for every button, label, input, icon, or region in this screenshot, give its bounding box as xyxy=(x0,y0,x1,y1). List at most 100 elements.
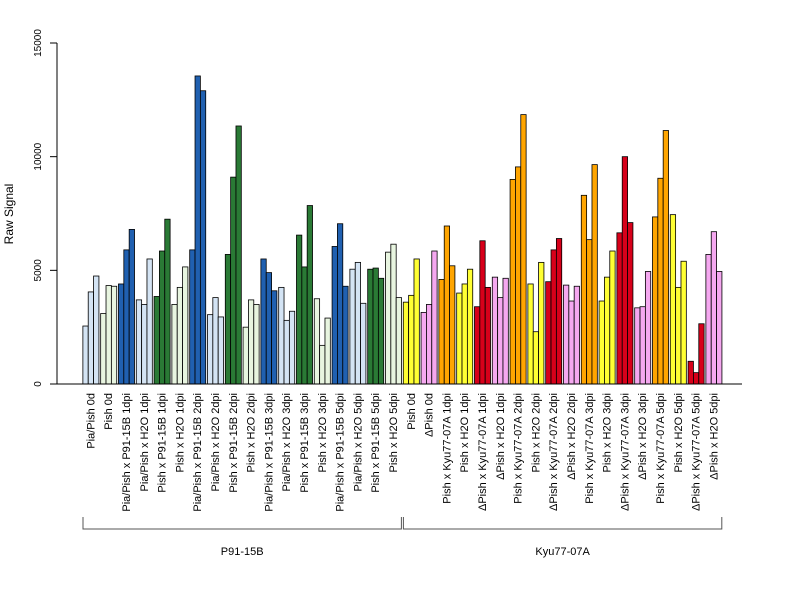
bar xyxy=(598,300,605,385)
bar xyxy=(515,166,522,385)
x-tick-label: Pish x P91-15B 3dpi xyxy=(299,393,311,493)
bar xyxy=(545,281,552,385)
bar xyxy=(146,258,153,385)
y-tick-label: 15000 xyxy=(33,29,44,57)
bar xyxy=(82,325,89,385)
bar xyxy=(171,304,178,385)
x-tick-label: Pish x Kyu77-07A 2dpi xyxy=(513,393,525,504)
y-tick-label: 0 xyxy=(33,381,44,387)
bar xyxy=(621,156,628,385)
bar xyxy=(349,268,356,385)
bar xyxy=(288,310,296,385)
bar xyxy=(301,266,308,385)
x-tick-label: Pish x H2O 3dpi xyxy=(602,393,614,472)
bar xyxy=(331,246,338,385)
bar xyxy=(474,306,481,385)
bar xyxy=(390,243,397,385)
bar xyxy=(604,276,611,385)
bar xyxy=(443,225,450,385)
bar xyxy=(367,268,374,385)
bar xyxy=(360,302,367,385)
x-tick-label: Pia/Pish x H2O 3dpi xyxy=(281,393,293,491)
bar xyxy=(354,261,361,385)
bar xyxy=(242,326,249,385)
bar xyxy=(573,285,580,385)
group-bracket-label: P91-15B xyxy=(221,546,264,558)
bar xyxy=(532,331,539,385)
bar xyxy=(296,234,303,385)
bar xyxy=(199,90,207,385)
bar xyxy=(337,223,344,385)
x-tick-label: Pia/Pish x H2O 1dpi xyxy=(139,393,151,491)
x-tick-label: Pish 0d xyxy=(406,393,418,430)
bar xyxy=(520,114,527,385)
x-tick-label: ΔPish x Kyu77-07A 5dpi xyxy=(691,393,703,511)
bar xyxy=(265,272,272,385)
bar xyxy=(283,319,290,385)
bar xyxy=(639,306,646,385)
bars xyxy=(82,75,723,385)
bar xyxy=(164,218,171,385)
bar xyxy=(189,249,196,385)
x-tick-label: Pia/Pish 0d xyxy=(85,393,97,449)
bar xyxy=(627,222,634,385)
group-brackets: P91-15B Kyu77-07A xyxy=(82,517,723,558)
bar xyxy=(87,291,94,385)
bar xyxy=(438,279,445,385)
bar xyxy=(431,250,438,385)
bar xyxy=(705,254,712,385)
bar xyxy=(420,311,427,385)
bar xyxy=(657,177,664,385)
x-tick-label: ΔPish x H2O 2dpi xyxy=(566,393,578,480)
bar xyxy=(217,316,224,385)
bar xyxy=(497,297,504,385)
x-tick-label: Pia/Pish x P91-15B 1dpi xyxy=(121,393,133,512)
group-bracket-label: Kyu77-07A xyxy=(535,546,590,558)
bar xyxy=(449,265,456,385)
x-tick-label: ΔPish x Kyu77-07A 1dpi xyxy=(477,393,489,511)
bar xyxy=(253,304,260,385)
bar xyxy=(675,286,682,385)
x-tick-label: Pish x H2O 2dpi xyxy=(246,393,258,472)
y-axis: 0 5000 10000 15000 xyxy=(33,29,58,387)
bar xyxy=(207,314,214,385)
bar xyxy=(687,360,694,385)
bar xyxy=(652,216,659,385)
x-tick-label: ΔPish x H2O 5dpi xyxy=(708,393,720,480)
bar xyxy=(118,283,125,385)
bar xyxy=(123,249,130,385)
bar xyxy=(491,276,499,385)
x-tick-label: Pish x H2O 5dpi xyxy=(673,393,685,472)
bar xyxy=(278,286,285,385)
bar xyxy=(230,176,237,385)
x-tick-label: Pia/Pish x P91-15B 5dpi xyxy=(335,393,347,512)
bar xyxy=(313,298,321,385)
bar xyxy=(395,297,402,385)
bar xyxy=(669,214,677,385)
bar xyxy=(93,275,100,385)
x-tick-label: Pish x P91-15B 1dpi xyxy=(157,393,169,493)
bar xyxy=(413,258,420,385)
bar xyxy=(693,372,700,385)
bar xyxy=(110,285,118,385)
bar xyxy=(509,178,516,385)
bar xyxy=(182,266,189,385)
bar xyxy=(105,285,112,385)
x-tick-label: Pish x Kyu77-07A 3dpi xyxy=(584,393,596,504)
bar xyxy=(680,260,687,385)
x-tick-label: Pish x H2O 1dpi xyxy=(174,393,186,472)
bar xyxy=(271,290,278,385)
bar xyxy=(662,130,669,385)
bar xyxy=(260,258,267,385)
bar xyxy=(609,250,616,385)
bar xyxy=(224,254,232,385)
bar xyxy=(591,164,598,385)
bar xyxy=(484,286,491,385)
bar xyxy=(306,205,313,385)
bar xyxy=(616,232,623,385)
bar xyxy=(644,271,652,385)
bar xyxy=(502,277,509,385)
bar xyxy=(634,307,641,385)
bar xyxy=(580,194,588,385)
